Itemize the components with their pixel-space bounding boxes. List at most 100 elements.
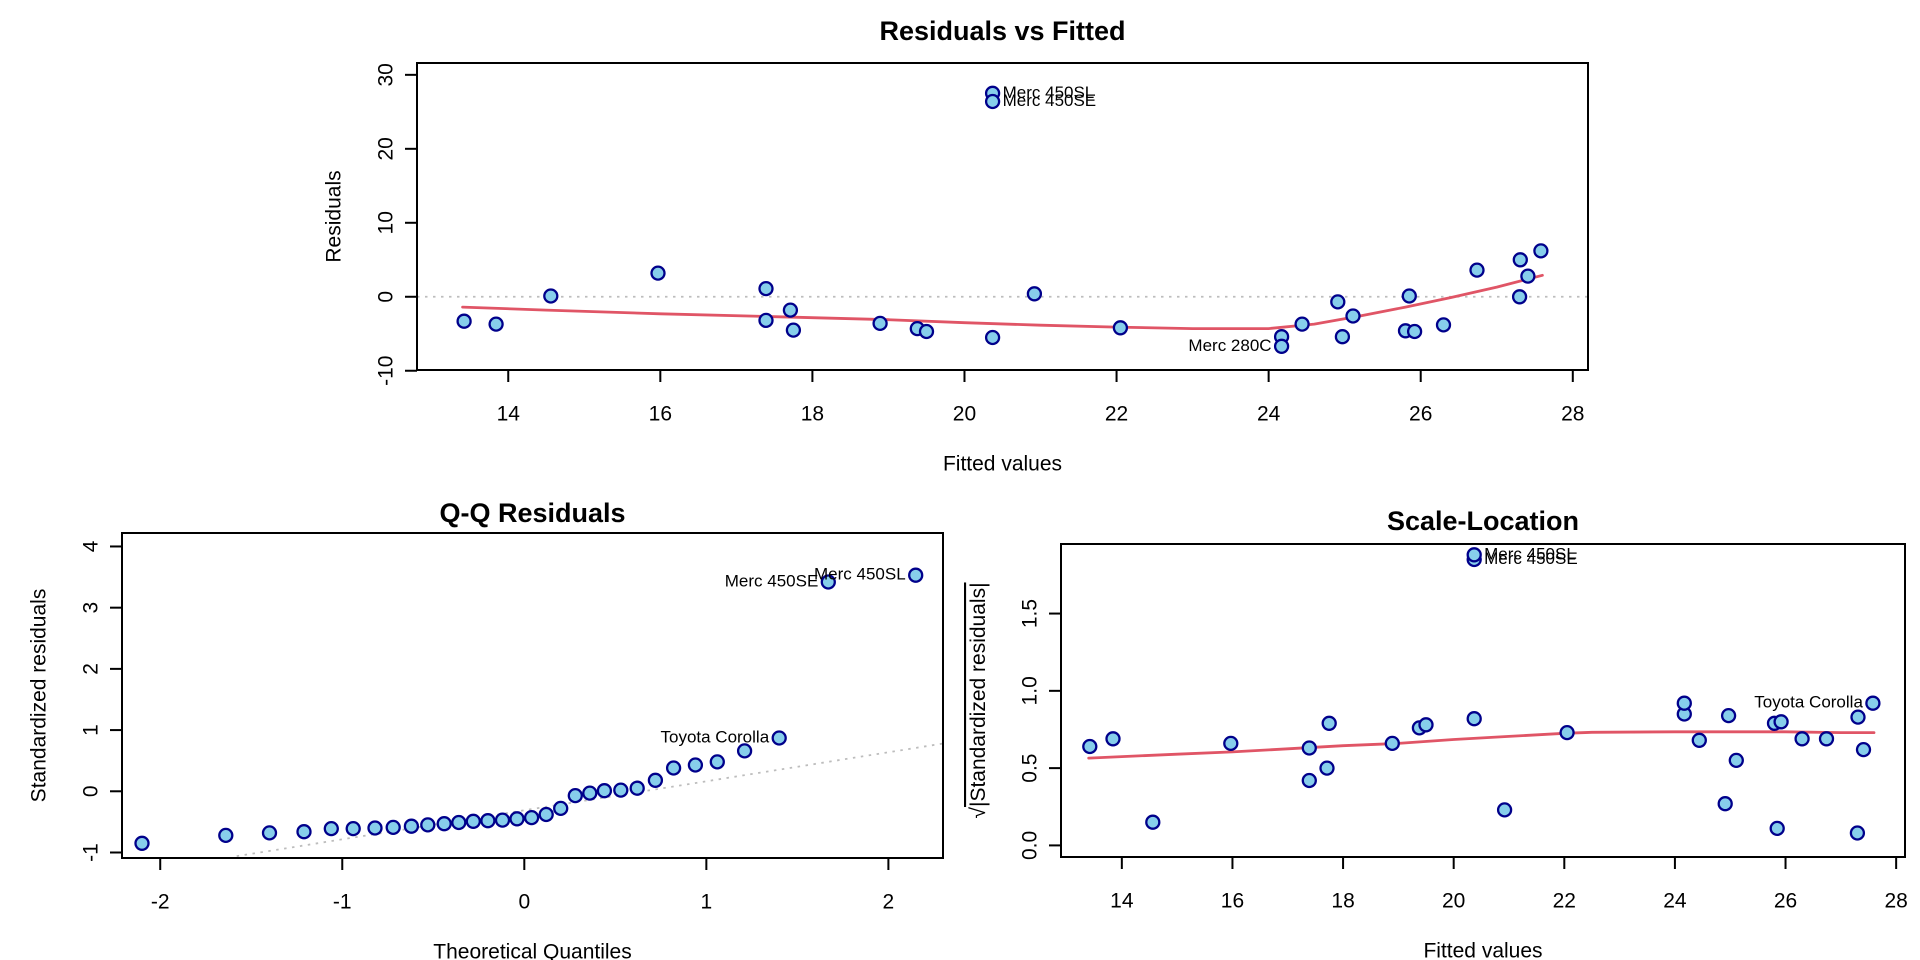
data-point [1301,740,1317,756]
y-tick-label: 0 [375,291,398,303]
data-point [1384,735,1400,752]
data-point [629,780,645,796]
x-axis-label: Fitted values [1423,940,1542,960]
y-tick-label: 1 [80,724,103,736]
data-point [582,785,598,801]
data-point [984,329,1001,346]
data-point [1406,323,1423,340]
data-point [872,315,888,332]
plot-scale-location: 14 16 18 20 22 24 26 28 0.0 0.5 1.0 1.5 Scale-Locati… [967,506,1908,960]
data-point [665,760,682,776]
data-point [1496,802,1513,818]
data-point [488,316,504,332]
x-tick-label: 26 [1409,403,1432,426]
data-point [1330,294,1346,310]
x-tick-label: 26 [1774,890,1797,913]
data-point [820,574,836,590]
data-point [596,783,613,799]
data-point [709,754,725,770]
data-point [1512,252,1528,268]
x-tick-label: 16 [1221,890,1244,913]
data-point [1850,709,1866,725]
point-label: Merc 450SE [1003,91,1097,110]
x-tick-label: -1 [333,891,352,914]
y-tick-label: 2 [80,663,103,675]
y-tick-label: 4 [80,540,103,552]
point-label: Merc 280C [1188,336,1271,355]
y-tick-label: 0.0 [1019,831,1042,860]
data-point [494,812,511,828]
data-point [1334,329,1351,345]
y-tick-label: -10 [375,356,398,386]
x-tick-label: 14 [497,403,521,426]
data-point [345,820,361,837]
data-point [1301,772,1317,789]
data-point [1794,731,1810,747]
data-point [1728,752,1744,769]
data-point [567,787,583,804]
data-points [456,85,1549,354]
data-point [1511,289,1528,305]
x-tick-label: 28 [1884,890,1907,913]
data-point [1105,731,1121,747]
data-point [1082,738,1098,755]
point-label: Merc 450SL [1003,83,1095,102]
data-point [323,820,339,837]
plot-residuals-vs-fitted: 14 16 18 20 22 24 26 28 -10 0 10 20 30 Residuals vs F… [323,16,1589,476]
data-point [1294,316,1310,332]
data-point [918,323,935,340]
data-point [1418,717,1434,733]
data-point [984,93,1001,110]
data-point [1559,724,1575,741]
data-point [1865,695,1881,711]
y-tick-label: 1.5 [1019,599,1042,628]
data-point [1773,714,1789,730]
data-point [758,312,774,329]
data-points [134,567,924,851]
data-point [509,811,525,827]
smooth-line [1087,730,1876,760]
data-point [538,806,554,823]
data-point [1818,731,1835,747]
data-point [218,827,234,844]
data-point [1466,711,1482,727]
data-point [1466,547,1482,563]
data-point [1435,317,1452,333]
y-axis-label: Residuals [323,170,346,262]
data-point [1469,262,1485,278]
point-label: Toyota Corolla [1754,693,1863,712]
plot-title: Q-Q Residuals [439,498,625,528]
data-point [261,825,278,841]
data-point [543,288,559,304]
data-point [367,820,383,836]
x-tick-label: 18 [801,403,824,426]
x-axis-label: Fitted values [943,453,1062,476]
x-tick-label: 24 [1257,403,1281,426]
point-label: Merc 450SL [1484,544,1576,563]
plot-box [1060,543,1906,858]
x-tick-label: 18 [1331,890,1354,913]
data-point [650,265,666,281]
data-point [1691,732,1707,748]
x-tick-label: 1 [701,891,713,914]
x-tick-label: 16 [649,403,672,426]
x-tick-label: 20 [953,403,976,426]
data-point [908,567,924,583]
plot-box [121,532,944,859]
y-tick-label: 20 [375,137,398,160]
data-point [736,743,753,759]
data-point [1026,286,1043,302]
data-point [613,782,629,798]
plot-box [416,62,1589,371]
x-tick-label: 0 [518,891,530,914]
x-tick-label: 14 [1110,890,1134,913]
data-points [1082,547,1881,841]
data-point [1849,825,1866,841]
data-point [465,813,481,829]
data-point [296,824,312,840]
data-point [782,302,799,318]
data-point [758,280,774,297]
y-axis-label: √|Standardized residuals| [967,582,990,818]
